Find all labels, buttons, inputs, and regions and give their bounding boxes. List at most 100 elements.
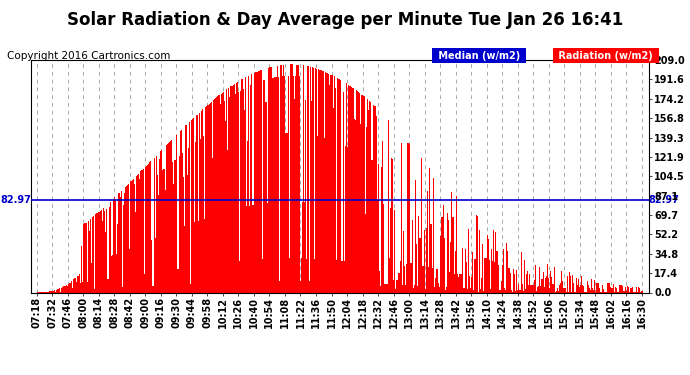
Bar	[625, 287, 626, 292]
Bar	[592, 288, 593, 292]
Bar	[245, 77, 246, 292]
Bar	[448, 220, 449, 292]
Text: 82.97: 82.97	[0, 195, 31, 205]
Bar	[295, 76, 297, 292]
Bar	[391, 158, 392, 292]
Bar	[506, 243, 507, 292]
Bar	[241, 79, 243, 292]
Bar	[572, 274, 573, 292]
Bar	[547, 264, 548, 292]
Bar	[525, 290, 526, 292]
Bar	[620, 285, 622, 292]
Bar	[67, 285, 68, 292]
Bar	[250, 86, 251, 292]
Bar	[471, 277, 472, 292]
Bar	[156, 156, 157, 292]
Bar	[150, 161, 151, 292]
Bar	[105, 232, 106, 292]
Bar	[551, 278, 553, 292]
Bar	[240, 90, 241, 292]
Bar	[496, 251, 497, 292]
Bar	[116, 254, 117, 292]
Bar	[507, 251, 509, 292]
Bar	[159, 159, 160, 292]
Bar	[339, 80, 340, 292]
Bar	[458, 276, 459, 292]
Bar	[347, 147, 348, 292]
Text: Median (w/m2): Median (w/m2)	[435, 51, 523, 61]
Bar	[403, 231, 404, 292]
Bar	[164, 190, 166, 292]
Bar	[297, 65, 299, 292]
Bar	[414, 285, 415, 292]
Bar	[516, 270, 518, 292]
Bar	[531, 285, 533, 292]
Bar	[92, 217, 93, 292]
Bar	[270, 67, 271, 292]
Bar	[549, 288, 550, 292]
Bar	[68, 284, 69, 292]
Bar	[423, 266, 424, 292]
Bar	[192, 119, 193, 292]
Bar	[579, 286, 580, 292]
Bar	[520, 252, 522, 292]
Bar	[169, 142, 170, 292]
Bar	[482, 244, 483, 292]
Bar	[559, 285, 560, 292]
Bar	[334, 76, 335, 292]
Bar	[158, 195, 159, 292]
Bar	[312, 68, 313, 292]
Bar	[397, 273, 399, 292]
Bar	[638, 287, 639, 292]
Bar	[202, 110, 203, 292]
Bar	[188, 148, 189, 292]
Bar	[515, 291, 516, 292]
Bar	[244, 110, 245, 292]
Bar	[269, 68, 270, 292]
Bar	[152, 286, 154, 292]
Bar	[445, 290, 446, 292]
Bar	[234, 84, 235, 292]
Bar	[464, 249, 466, 292]
Bar	[379, 271, 380, 292]
Bar	[217, 96, 219, 292]
Bar	[501, 281, 502, 292]
Text: 82.97: 82.97	[649, 195, 680, 205]
Bar	[232, 86, 233, 292]
Bar	[106, 209, 108, 292]
Bar	[145, 167, 146, 292]
Bar	[168, 143, 169, 292]
Bar	[588, 285, 589, 292]
Bar	[427, 191, 428, 292]
Bar	[226, 90, 227, 292]
Bar	[56, 290, 57, 292]
Bar	[484, 258, 486, 292]
Bar	[346, 84, 347, 292]
Bar	[291, 64, 292, 292]
Bar	[497, 265, 499, 292]
Bar	[613, 284, 614, 292]
Bar	[235, 94, 236, 292]
Bar	[581, 276, 582, 292]
Bar	[143, 169, 144, 292]
Bar	[434, 287, 435, 292]
Bar	[447, 213, 448, 292]
Bar	[480, 289, 481, 292]
Bar	[144, 274, 145, 292]
Bar	[527, 271, 529, 292]
Bar	[225, 121, 226, 292]
Bar	[481, 278, 482, 292]
Bar	[502, 265, 503, 292]
Bar	[569, 273, 570, 292]
Bar	[110, 256, 112, 292]
Bar	[461, 274, 462, 292]
Bar	[578, 279, 579, 292]
Bar	[511, 290, 512, 292]
Bar	[283, 65, 284, 292]
Bar	[380, 286, 381, 292]
Bar	[208, 104, 210, 292]
Bar	[362, 96, 364, 292]
Bar	[313, 68, 314, 292]
Bar	[331, 75, 332, 292]
Bar	[410, 263, 411, 292]
